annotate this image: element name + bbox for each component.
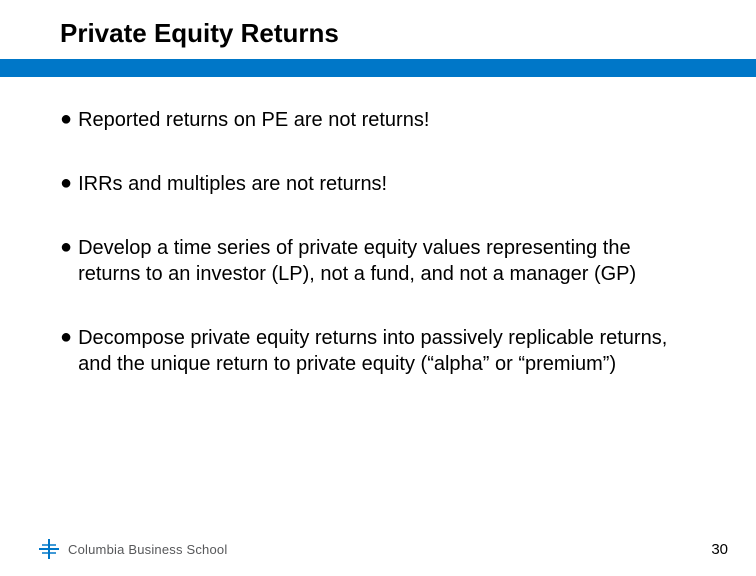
page-number: 30 (711, 541, 728, 558)
bullet-item: ● Decompose private equity returns into … (60, 325, 696, 377)
slide-title: Private Equity Returns (60, 18, 756, 49)
bullet-dot-icon: ● (60, 325, 72, 349)
bullet-item: ● Reported returns on PE are not returns… (60, 107, 696, 133)
footer: Columbia Business School 30 (0, 520, 756, 560)
bullet-text: Reported returns on PE are not returns! (78, 107, 429, 133)
accent-bar (0, 59, 756, 77)
columbia-logo-icon (38, 538, 60, 560)
bullet-text: IRRs and multiples are not returns! (78, 171, 387, 197)
bullet-dot-icon: ● (60, 107, 72, 131)
bullet-item: ● IRRs and multiples are not returns! (60, 171, 696, 197)
footer-logo: Columbia Business School (38, 538, 227, 560)
title-area: Private Equity Returns (0, 0, 756, 59)
footer-logo-text: Columbia Business School (68, 542, 227, 557)
bullet-text: Decompose private equity returns into pa… (78, 325, 696, 377)
content-area: ● Reported returns on PE are not returns… (0, 77, 756, 377)
bullet-item: ● Develop a time series of private equit… (60, 235, 696, 287)
bullet-dot-icon: ● (60, 171, 72, 195)
bullet-text: Develop a time series of private equity … (78, 235, 696, 287)
bullet-dot-icon: ● (60, 235, 72, 259)
